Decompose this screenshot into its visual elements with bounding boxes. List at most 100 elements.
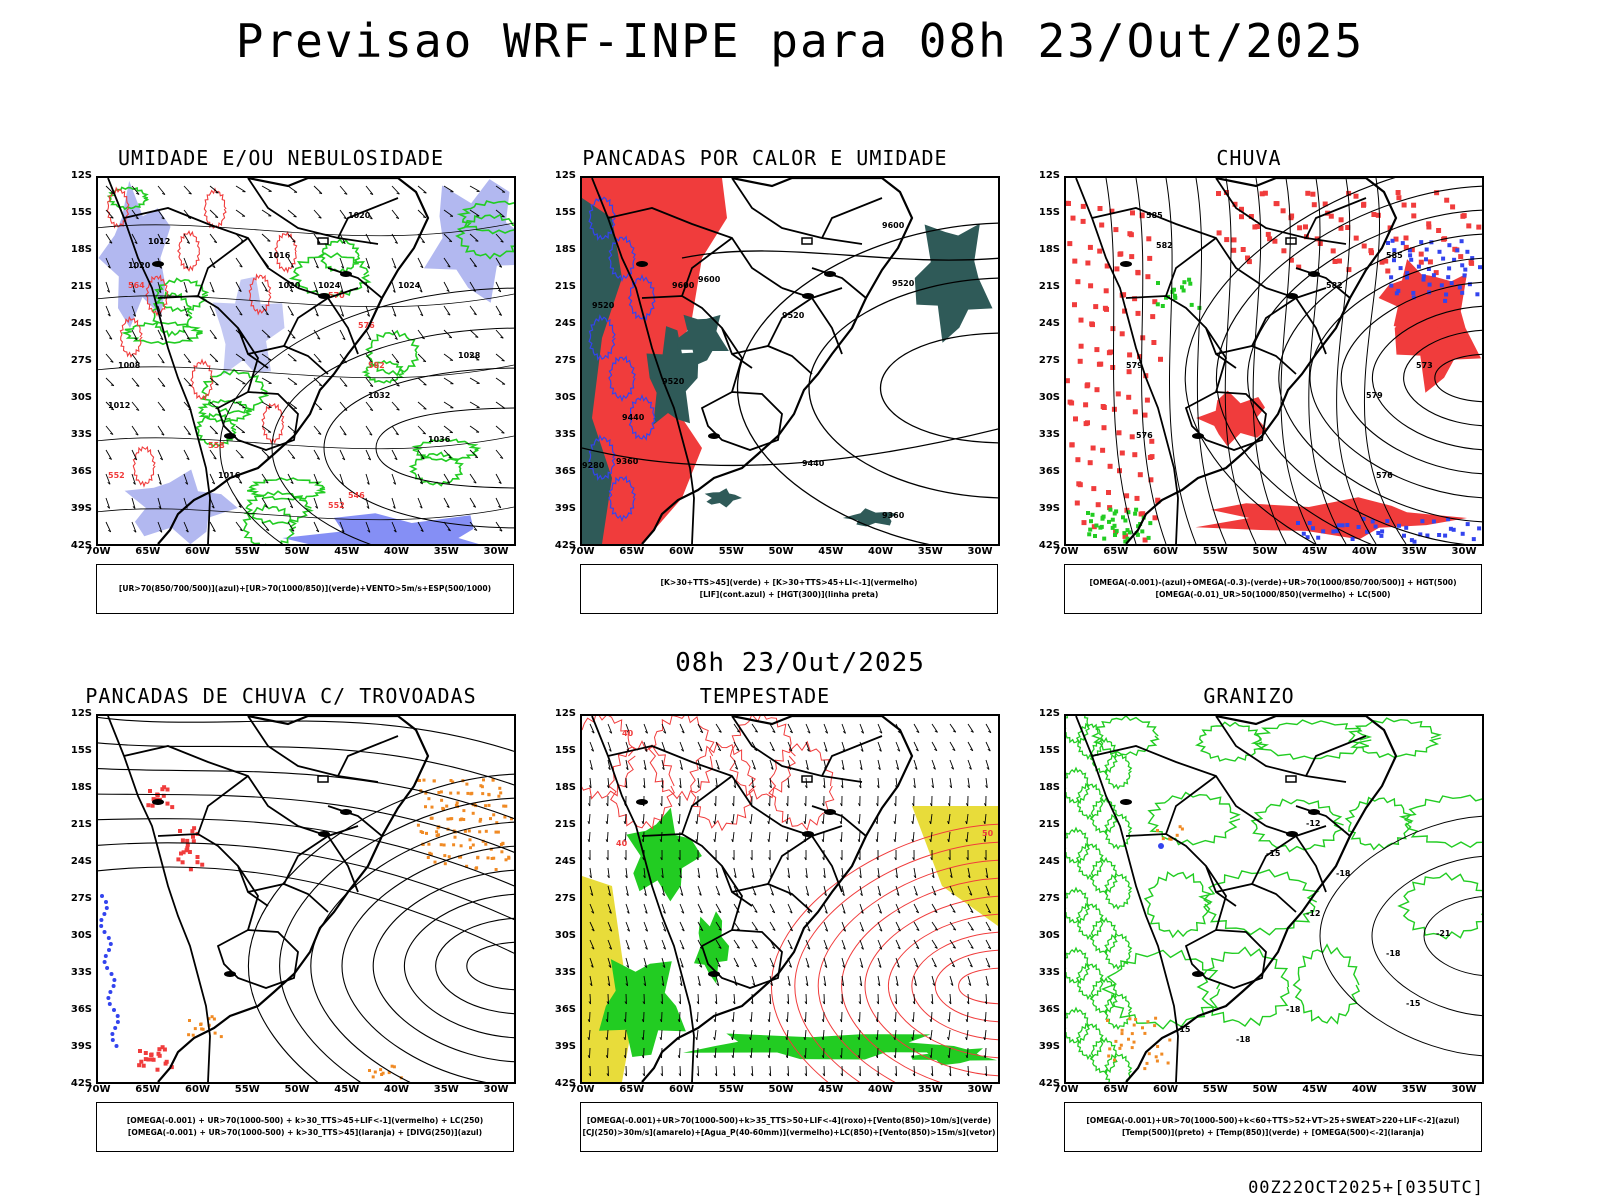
precip-cell — [1102, 305, 1108, 311]
divergence-marker — [106, 936, 111, 940]
wind-vector — [183, 305, 189, 317]
precip-cell — [371, 1075, 375, 1079]
precip-cell — [479, 817, 483, 821]
wind-vector — [714, 1029, 717, 1040]
wind-vector — [913, 885, 918, 896]
lat-tick-label: 27S — [70, 893, 92, 904]
wind-vector — [469, 257, 477, 268]
wind-vector — [859, 741, 864, 752]
precip-cell — [1452, 257, 1457, 262]
wind-vector — [912, 1047, 915, 1059]
precip-cell — [1426, 221, 1432, 227]
precip-cell — [1427, 259, 1433, 265]
wind-vector — [131, 449, 138, 461]
wind-vector — [589, 1011, 591, 1023]
contour-line — [261, 402, 285, 445]
shaded-area — [1196, 390, 1267, 447]
wind-vector — [183, 449, 190, 460]
wind-vector — [679, 885, 684, 896]
precip-cell — [1178, 825, 1182, 829]
wind-vector — [859, 957, 864, 968]
precip-cell — [1331, 529, 1336, 534]
wind-vector — [391, 473, 397, 485]
wind-vector — [948, 1047, 951, 1059]
contour-line — [1423, 896, 1482, 976]
precip-cell — [1114, 1039, 1118, 1043]
wind-vector — [261, 233, 271, 242]
wind-vector — [696, 1011, 699, 1023]
contour-line — [736, 222, 998, 544]
precip-cell — [1128, 232, 1134, 238]
wind-vector — [733, 993, 736, 1005]
wind-vector — [786, 1029, 789, 1040]
precip-cell — [1090, 445, 1096, 451]
contour-line — [1089, 976, 1118, 1015]
wind-vector — [913, 975, 917, 986]
precip-cell — [1091, 486, 1097, 492]
wind-vector — [495, 281, 502, 293]
streamline — [98, 293, 514, 308]
wind-vector — [679, 939, 685, 950]
contour-line — [1089, 916, 1118, 955]
wind-vector — [931, 975, 936, 986]
precip-cell — [1093, 304, 1099, 310]
wind-vector — [949, 723, 957, 733]
wind-vector — [365, 305, 370, 317]
lon-tick-label: 30W — [967, 1084, 993, 1095]
wind-vector — [841, 957, 846, 968]
wind-vector — [365, 281, 370, 293]
precip-cell — [1124, 493, 1130, 499]
precip-cell — [219, 1035, 223, 1039]
contour-label: -12 — [1306, 819, 1320, 828]
wind-vector — [131, 329, 138, 340]
lon-tick-label: 40W — [868, 546, 893, 557]
precip-cell — [1240, 247, 1246, 252]
wind-vector — [841, 741, 846, 752]
precip-cell — [422, 778, 426, 782]
contour-label: -15 — [1406, 999, 1421, 1008]
wind-vector — [714, 1047, 717, 1059]
wind-vector — [912, 1011, 915, 1023]
wind-vector — [714, 831, 717, 842]
precip-cell — [1083, 421, 1089, 427]
wind-vector — [287, 473, 294, 484]
latitude-axis: 12S 15S 18S 21S 24S 27S 30S 33S 36S 39S 42S — [1034, 708, 1064, 1089]
wind-vector — [912, 813, 915, 824]
precip-cell — [1087, 532, 1092, 537]
contour-line — [1143, 871, 1212, 939]
wind-vector — [643, 723, 648, 734]
lat-tick-label: 30S — [554, 392, 576, 403]
precip-cell — [449, 779, 453, 782]
contour-line — [911, 931, 998, 1041]
wind-vector — [733, 957, 740, 968]
precip-cell — [1231, 247, 1237, 253]
contour-label: 576 — [1136, 431, 1153, 440]
wind-vector — [606, 831, 609, 843]
lat-tick-label: 36S — [70, 1004, 92, 1015]
wind-vector — [313, 497, 319, 509]
precip-cell — [1392, 258, 1396, 263]
wind-vector — [715, 885, 721, 896]
lat-tick-label: 30S — [70, 392, 92, 403]
wind-vector — [877, 885, 882, 896]
wind-vector — [769, 741, 775, 752]
precip-cell — [1172, 287, 1176, 292]
lat-tick-label: 21S — [1038, 281, 1060, 292]
precip-cell — [1303, 224, 1308, 230]
panel-tempestade: TEMPESTADE 40 50 40 12S 15S 18S 21S 24S 27S 30S 33S… — [530, 684, 1000, 1154]
precip-cell — [1424, 247, 1429, 252]
wind-vector — [365, 377, 374, 387]
wind-vector — [131, 281, 136, 293]
precip-cell — [1110, 326, 1116, 332]
lon-tick-label: 35W — [1401, 1084, 1427, 1095]
wind-vector — [625, 741, 630, 752]
precip-cell — [1151, 340, 1157, 345]
wind-vector — [417, 401, 427, 410]
precip-cell — [149, 1052, 154, 1057]
precip-cell — [486, 856, 490, 860]
precip-cell — [1402, 533, 1406, 538]
lon-tick-label: 60W — [185, 1084, 210, 1095]
precip-cell — [1067, 399, 1073, 405]
wind-vector — [607, 903, 612, 914]
contour-line — [689, 741, 756, 832]
